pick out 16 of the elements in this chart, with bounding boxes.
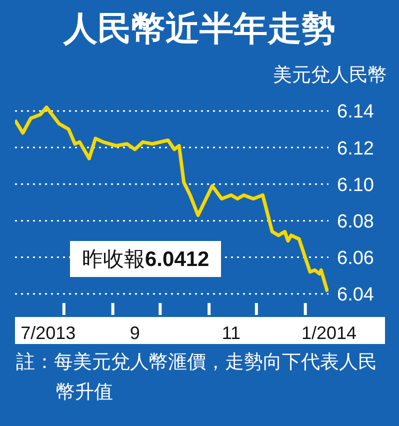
callout-box: 昨收報6.0412 xyxy=(70,241,222,277)
x-tick-label: 1/2014 xyxy=(301,323,357,343)
line-series xyxy=(15,106,329,294)
text: 註：每美元兌人幣滙價，走勢向下代表人民幣升值 xyxy=(16,350,378,405)
y-tick-label: 6.08 xyxy=(337,211,374,232)
y-tick-label: 6.10 xyxy=(337,174,374,196)
y-tick-label: 6.06 xyxy=(337,248,374,270)
y-tick-label: 6.14 xyxy=(337,102,374,123)
y-tick-label: 6.12 xyxy=(337,138,374,160)
x-tick-label: 7/2013 xyxy=(20,323,76,343)
x-tick-label: 11 xyxy=(222,323,241,343)
annotation: 昨收報6.0412 xyxy=(82,248,210,271)
x-tick-label: 9 xyxy=(130,323,140,343)
chart-title: 人民幣近半年走勢 xyxy=(62,9,336,50)
y-axis-title: 美元兌人民幣 xyxy=(273,64,387,88)
y-tick-label: 6.04 xyxy=(337,284,374,306)
